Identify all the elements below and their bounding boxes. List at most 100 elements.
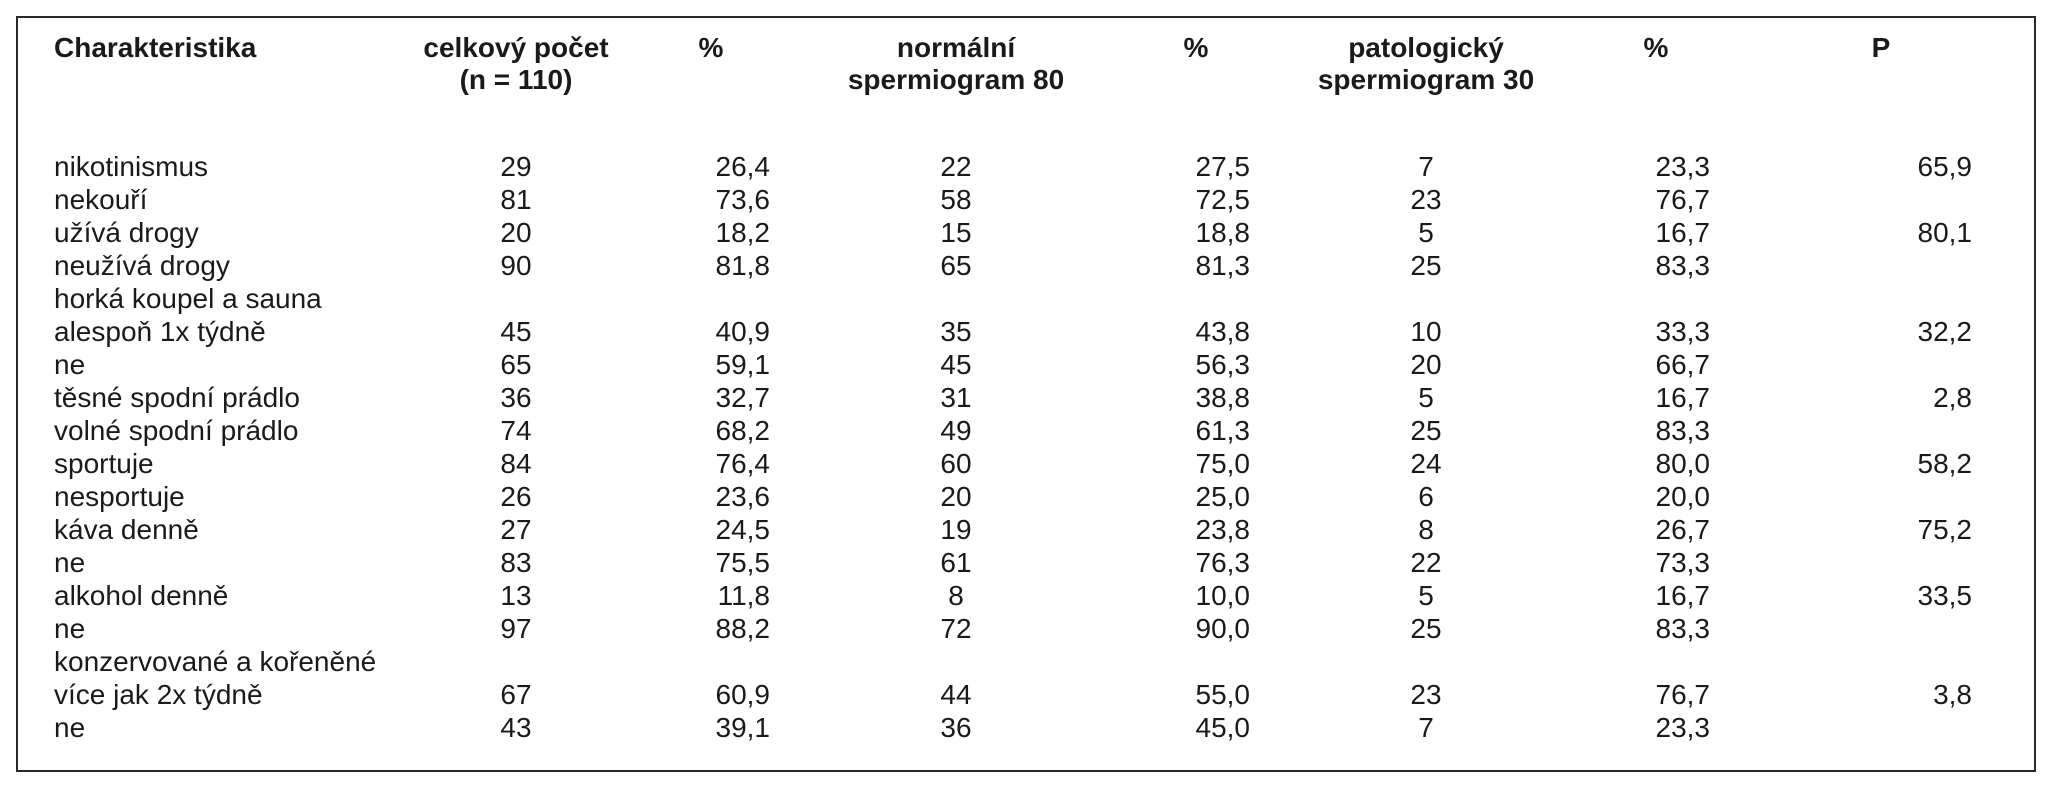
header-line: (n = 110): [459, 64, 573, 95]
cell-total-count: 26: [500, 481, 532, 512]
table-row: nikotinismus 29 26,4 22 27,5 7 23,3 65,9: [36, 150, 2016, 183]
cell-normal-percent: 45,0: [1195, 712, 1251, 743]
cell-characteristic: volné spodní prádlo: [54, 415, 299, 446]
cell-normal-spermiogram: 49: [940, 415, 972, 446]
cell-p-value: 33,5: [1917, 580, 1973, 611]
cell-characteristic: ne: [54, 613, 86, 644]
cell-pathological-spermiogram: 25: [1410, 613, 1442, 644]
cell-total-percent: 26,4: [715, 151, 771, 182]
cell-normal-percent: 61,3: [1195, 415, 1251, 446]
cell-characteristic: nekouří: [54, 184, 148, 215]
cell-characteristic: horká koupel a sauna: [54, 283, 322, 314]
cell-total-percent: 40,9: [715, 316, 771, 347]
cell-pathological-spermiogram: 24: [1410, 448, 1442, 479]
cell-normal-spermiogram: 20: [940, 481, 972, 512]
cell-pathological-percent: 76,7: [1655, 679, 1711, 710]
header-line: patologický: [1348, 32, 1504, 63]
cell-total-count: 29: [500, 151, 532, 182]
table-row: horká koupel a sauna: [36, 282, 2016, 315]
header-line: celkový počet: [423, 32, 609, 63]
cell-normal-spermiogram: 72: [940, 613, 972, 644]
cell-normal-spermiogram: 60: [940, 448, 972, 479]
cell-p-value: [1746, 612, 2016, 645]
header-line: %: [1183, 32, 1209, 63]
cell-normal-percent: 90,0: [1195, 613, 1251, 644]
table-row: neužívá drogy 90 81,8 65 81,3 25 83,3: [36, 249, 2016, 282]
cell-pathological-percent: 80,0: [1655, 448, 1711, 479]
cell-pathological-percent: 20,0: [1655, 481, 1711, 512]
cell-normal-percent: [1106, 645, 1286, 678]
cell-total-percent: 32,7: [715, 382, 771, 413]
cell-pathological-percent: 33,3: [1655, 316, 1711, 347]
header-characteristic: Charakteristika: [36, 32, 416, 150]
header-total-percent: %: [616, 32, 806, 150]
cell-characteristic: těsné spodní prádlo: [54, 382, 300, 413]
cell-normal-percent: 75,0: [1195, 448, 1251, 479]
cell-total-percent: 76,4: [715, 448, 771, 479]
table-row: volné spodní prádlo 74 68,2 49 61,3 25 83,3: [36, 414, 2016, 447]
cell-normal-percent: 38,8: [1195, 382, 1251, 413]
cell-pathological-spermiogram: 7: [1418, 712, 1434, 743]
cell-normal-spermiogram: 31: [940, 382, 972, 413]
cell-total-percent: 68,2: [715, 415, 771, 446]
cell-characteristic: sportuje: [54, 448, 154, 479]
cell-total-percent: 60,9: [715, 679, 771, 710]
table-row: ne 43 39,1 36 45,0 7 23,3: [36, 711, 2016, 744]
cell-total-percent: 88,2: [715, 613, 771, 644]
cell-total-count: 43: [500, 712, 532, 743]
table-row: nesportuje 26 23,6 20 25,0 6 20,0: [36, 480, 2016, 513]
cell-pathological-spermiogram: [1286, 282, 1566, 315]
cell-total-percent: 39,1: [715, 712, 771, 743]
cell-p-value: 2,8: [1933, 382, 1972, 413]
header-pathological-spermiogram: patologický spermiogram 30: [1286, 32, 1566, 150]
cell-pathological-spermiogram: 5: [1418, 217, 1434, 248]
table-row: nekouří 81 73,6 58 72,5 23 76,7: [36, 183, 2016, 216]
cell-total-percent: [616, 645, 806, 678]
header-line: spermiogram 30: [1317, 64, 1535, 95]
cell-pathological-percent: [1566, 282, 1746, 315]
header-row: Charakteristika celkový počet (n = 110)% no…: [36, 32, 2016, 150]
cell-characteristic: více jak 2x týdně: [54, 679, 263, 710]
cell-pathological-spermiogram: 7: [1418, 151, 1434, 182]
header-total-count: celkový počet (n = 110): [416, 32, 616, 150]
cell-characteristic: nikotinismus: [54, 151, 209, 182]
cell-p-value: [1746, 183, 2016, 216]
cell-normal-spermiogram: 65: [940, 250, 972, 281]
cell-p-value: [1746, 348, 2016, 381]
cell-p-value: 80,1: [1917, 217, 1973, 248]
cell-normal-spermiogram: 19: [940, 514, 972, 545]
header-pathological-percent: %: [1566, 32, 1746, 150]
cell-pathological-percent: 16,7: [1655, 580, 1711, 611]
table-row: káva denně 27 24,5 19 23,8 8 26,7 75,2: [36, 513, 2016, 546]
cell-normal-spermiogram: 22: [940, 151, 972, 182]
cell-normal-percent: 72,5: [1195, 184, 1251, 215]
cell-pathological-spermiogram: 10: [1410, 316, 1442, 347]
table-row: konzervované a kořeněné: [36, 645, 2016, 678]
cell-pathological-spermiogram: 6: [1418, 481, 1434, 512]
cell-pathological-spermiogram: 25: [1410, 250, 1442, 281]
table-row: sportuje 84 76,4 60 75,0 24 80,0 58,2: [36, 447, 2016, 480]
cell-pathological-percent: 66,7: [1655, 349, 1711, 380]
table-row: alkohol denně 13 11,8 8 10,0 5 16,7 33,5: [36, 579, 2016, 612]
cell-pathological-spermiogram: 25: [1410, 415, 1442, 446]
cell-characteristic: ne: [54, 547, 86, 578]
cell-pathological-spermiogram: 5: [1418, 382, 1434, 413]
cell-pathological-spermiogram: 5: [1418, 580, 1434, 611]
cell-pathological-percent: 16,7: [1655, 217, 1711, 248]
table-row: těsné spodní prádlo 36 32,7 31 38,8 5 16,7 2,8: [36, 381, 2016, 414]
cell-pathological-percent: 16,7: [1655, 382, 1711, 413]
cell-normal-spermiogram: 35: [940, 316, 972, 347]
table-row: ne 83 75,5 61 76,3 22 73,3: [36, 546, 2016, 579]
cell-pathological-percent: [1566, 645, 1746, 678]
header-normal-percent: %: [1106, 32, 1286, 150]
cell-total-count: 97: [500, 613, 532, 644]
cell-normal-percent: 23,8: [1195, 514, 1251, 545]
cell-total-percent: 23,6: [715, 481, 771, 512]
cell-normal-percent: 27,5: [1195, 151, 1251, 182]
cell-characteristic: ne: [54, 349, 86, 380]
cell-normal-percent: 25,0: [1195, 481, 1251, 512]
cell-total-percent: 73,6: [715, 184, 771, 215]
header-normal-spermiogram: normální spermiogram 80: [806, 32, 1106, 150]
cell-characteristic: káva denně: [54, 514, 199, 545]
cell-normal-spermiogram: 36: [940, 712, 972, 743]
